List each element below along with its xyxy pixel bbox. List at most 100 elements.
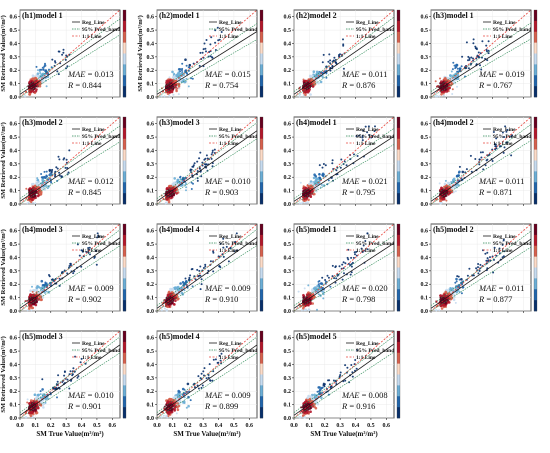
scatter-point [350, 256, 353, 259]
scatter-point [182, 393, 185, 396]
scatter-point [309, 74, 312, 77]
y-tick-label: 0.4 [284, 255, 292, 261]
scatter-point [34, 202, 37, 205]
scatter-point [229, 246, 232, 249]
scatter-point [342, 261, 345, 264]
scatter-point [311, 302, 314, 305]
x-tick-label: 0.6 [383, 423, 391, 429]
scatter-point [487, 52, 490, 55]
scatter-point [37, 69, 39, 72]
colorbar-segment [260, 193, 263, 205]
colorbar-segment [260, 363, 263, 375]
scatter-point [510, 154, 513, 157]
scatter-point [314, 188, 318, 191]
colorbar-segment [397, 10, 400, 22]
scatter-point [489, 256, 491, 259]
scatter-point [58, 171, 61, 174]
colorbar-segment [397, 289, 400, 301]
pred-band-upper [156, 122, 258, 199]
scatter-point [461, 286, 464, 289]
scatter-point [174, 395, 178, 399]
scatter-point [170, 79, 174, 83]
y-tick-label: 0.5 [421, 28, 429, 34]
y-tick-label: 0.2 [147, 389, 155, 395]
scatter-point [321, 172, 325, 176]
scatter-point [212, 358, 215, 361]
colorbar-segment [534, 86, 537, 98]
legend-label: 95% Pred_band [82, 134, 120, 140]
regression-line [156, 31, 258, 95]
scatter-point [68, 149, 71, 152]
legend-label: Reg_Line [493, 20, 516, 26]
subplot-title: (h5)model 3 [22, 332, 63, 341]
y-tick-label: 0.4 [147, 362, 155, 368]
scatter-point [355, 367, 358, 370]
legend-label: 1:1 Line [493, 248, 513, 254]
legend-label: 95% Pred_band [82, 241, 120, 247]
scatter-point [309, 410, 312, 413]
colorbar-segment [534, 42, 537, 54]
scatter-point [61, 381, 64, 383]
scatter-point [63, 269, 66, 272]
scatter-point [366, 131, 369, 134]
y-tick-label: 0.5 [147, 28, 155, 34]
scatter-point [458, 67, 462, 70]
scatter-point [219, 266, 222, 269]
scatter-point [331, 65, 334, 68]
y-axis-label: SM Retrieved Value(m³/m³) [0, 336, 7, 412]
y-tick-label: 0.6 [147, 122, 155, 128]
colorbar-segment [123, 160, 126, 172]
scatter-point [177, 393, 180, 396]
scatter-point [203, 163, 206, 166]
scatter-point [160, 95, 163, 98]
scatter-point [56, 70, 59, 73]
scatter-point [54, 61, 57, 64]
scatter-point [439, 294, 442, 297]
scatter-point [322, 297, 325, 300]
scatter-point [168, 76, 171, 79]
scatter-point [321, 276, 324, 279]
scatter-point [202, 370, 205, 373]
scatter-point [95, 263, 98, 266]
scatter-point [187, 85, 190, 88]
subplot-title: (h4)model 2 [433, 118, 474, 127]
colorbar-segment [260, 341, 263, 354]
scatter-point [198, 157, 201, 160]
colorbar-segment [260, 149, 263, 161]
scatter-point [341, 278, 344, 281]
scatter-point [327, 60, 330, 63]
colorbar-frame [259, 9, 264, 98]
scatter-point [495, 254, 498, 257]
scatter-point [179, 175, 182, 178]
scatter-point [196, 170, 199, 172]
scatter-point [322, 163, 325, 165]
scatter-point [45, 175, 48, 178]
x-tick-label: 0.5 [93, 423, 101, 429]
scatter-point [219, 359, 222, 362]
scatter-point [169, 184, 172, 188]
scatter-point [57, 155, 60, 158]
scatter-point [192, 62, 195, 65]
scatter-point [173, 408, 176, 411]
scatter-point [188, 278, 191, 281]
scatter-point [28, 93, 32, 96]
scatter-point [478, 158, 481, 161]
y-tick-label: 0.0 [10, 202, 18, 208]
scatter-point [203, 158, 206, 161]
scatter-point [322, 184, 326, 187]
scatter-point [329, 69, 332, 72]
scatter-point [461, 170, 465, 174]
scatter-point [465, 41, 468, 44]
scatter-point [198, 64, 201, 67]
scatter-point [68, 387, 71, 390]
regression-line [156, 344, 258, 416]
scatter-point [199, 265, 202, 268]
scatter-point [306, 90, 310, 94]
scatter-point [43, 65, 46, 68]
scatter-point [475, 48, 478, 51]
scatter-point [173, 72, 176, 75]
